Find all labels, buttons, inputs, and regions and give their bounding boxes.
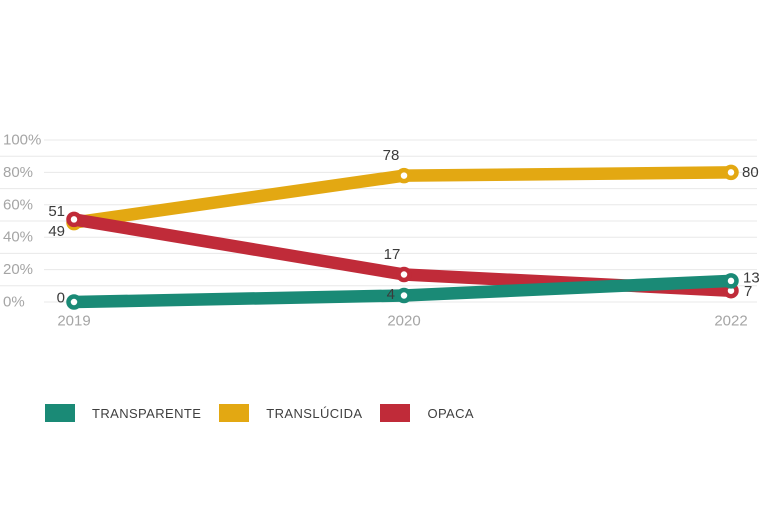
legend-swatch-transparente — [45, 404, 75, 422]
data-point-label: 49 — [48, 223, 65, 240]
y-tick-label: 20% — [3, 261, 33, 278]
data-point-label: 0 — [57, 290, 65, 307]
y-tick-label: 0% — [3, 294, 25, 311]
y-tick-label: 100% — [3, 132, 41, 149]
y-tick-mask — [0, 195, 44, 214]
y-tick-mask — [0, 293, 44, 311]
y-tick-mask — [0, 131, 44, 149]
data-point-marker — [723, 273, 739, 289]
legend: TRANSPARENTE TRANSLÚCIDA OPACA — [45, 404, 474, 422]
legend-item-opaca: OPACA — [380, 404, 474, 422]
legend-swatch-opaca — [380, 404, 411, 422]
y-tick-mask — [0, 228, 44, 247]
data-point-marker — [723, 164, 739, 181]
data-point-marker — [396, 266, 412, 283]
data-point-marker — [66, 211, 82, 228]
x-tick-label: 2020 — [387, 313, 420, 330]
legend-item-translucida: TRANSLÚCIDA — [219, 404, 362, 422]
x-tick-label: 2022 — [714, 313, 747, 330]
data-point-label: 78 — [383, 147, 400, 164]
y-tick-label: 40% — [3, 229, 33, 246]
legend-label-translucida: TRANSLÚCIDA — [266, 405, 363, 421]
legend-item-transparente: TRANSPARENTE — [45, 404, 201, 422]
data-point-label: 4 — [387, 286, 395, 303]
data-point-label: 13 — [743, 269, 760, 286]
data-point-label: 80 — [742, 164, 759, 181]
y-tick-label: 60% — [3, 196, 33, 213]
data-point-label: 51 — [48, 203, 65, 220]
legend-label-opaca: OPACA — [427, 405, 474, 421]
y-tick-mask — [0, 163, 44, 182]
data-point-marker — [396, 287, 412, 304]
legend-swatch-translucida — [219, 404, 250, 422]
y-tick-label: 80% — [3, 164, 33, 181]
data-point-label: 7 — [744, 283, 752, 300]
x-tick-label: 2019 — [57, 313, 90, 330]
data-point-marker — [66, 294, 82, 310]
data-point-marker — [396, 167, 412, 184]
legend-label-transparente: TRANSPARENTE — [92, 405, 202, 421]
y-tick-mask — [0, 260, 44, 279]
data-point-label: 17 — [384, 246, 401, 263]
